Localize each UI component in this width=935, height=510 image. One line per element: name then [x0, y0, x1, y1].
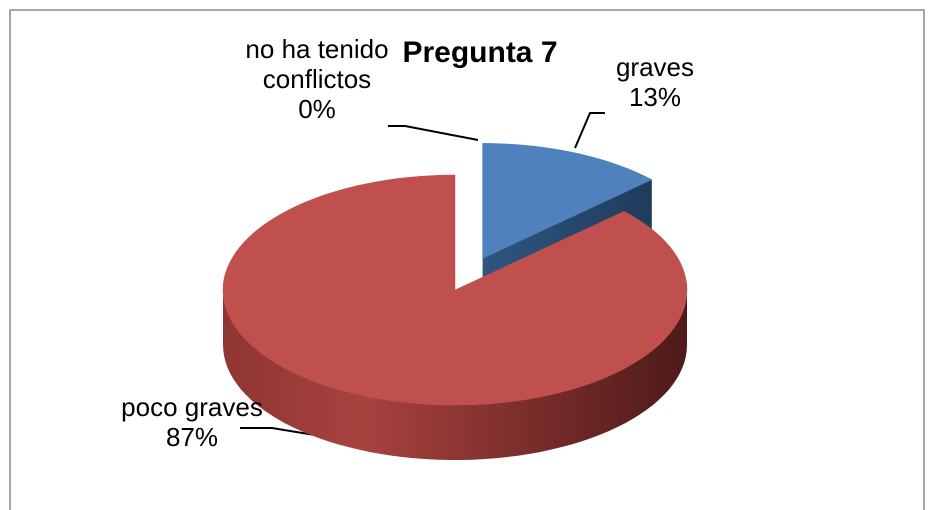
slice-label: poco graves 87%: [102, 392, 282, 452]
slice-name: no ha tenido conflictos: [245, 34, 389, 94]
pie-slice: [482, 143, 653, 259]
pie-slice: [222, 174, 688, 406]
slice-label: no ha tenido conflictos 0%: [232, 34, 402, 124]
chart-title: Pregunta 7: [402, 36, 558, 69]
slice-value-label: 0%: [298, 94, 336, 124]
chart-frame: [9, 9, 925, 510]
slice-label: graves 13%: [555, 52, 755, 112]
leader-line: [388, 125, 479, 141]
slice-value-label: 13%: [628, 82, 682, 112]
slice-side: [223, 290, 687, 460]
slice-value-label: 87%: [165, 422, 219, 452]
slice-name: poco graves: [121, 392, 263, 422]
leader-line: [574, 112, 605, 149]
slice-name: graves: [615, 52, 695, 82]
